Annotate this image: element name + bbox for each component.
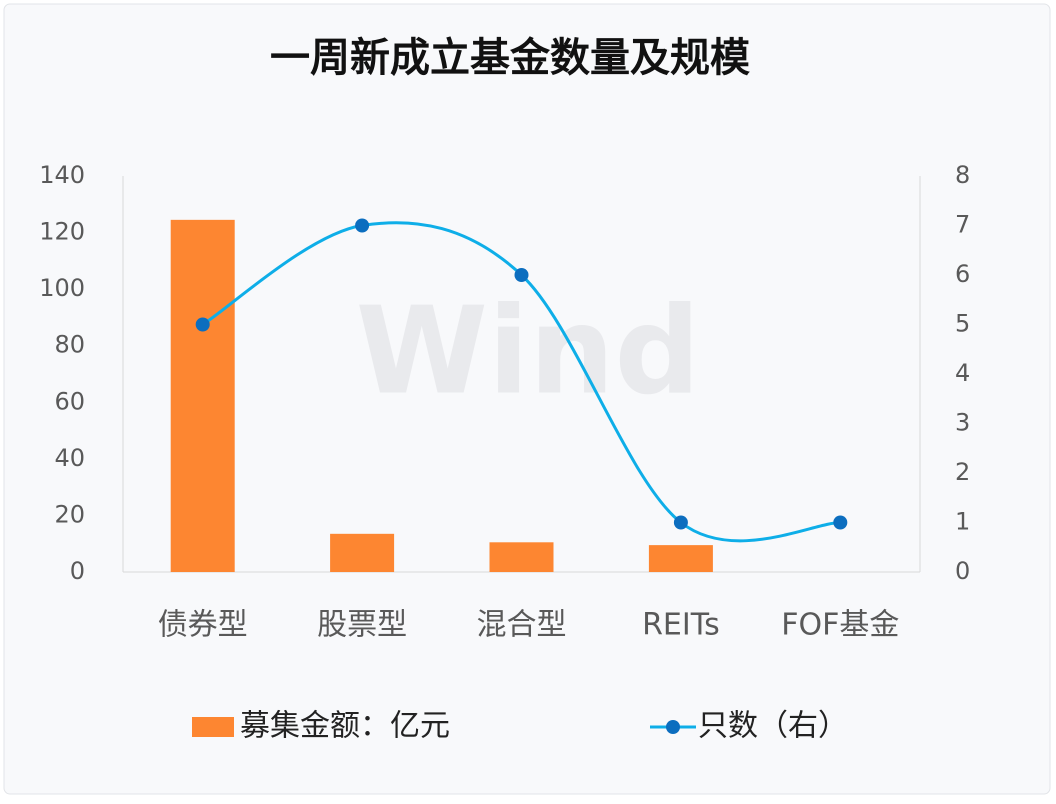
- bar: [330, 533, 395, 572]
- x-tick-label: REITs: [642, 608, 720, 643]
- legend-label: 募集金额：亿元: [240, 709, 450, 744]
- legend-swatch: [666, 720, 680, 734]
- x-tick-label: 股票型: [317, 608, 407, 643]
- y-tick-label: 20: [54, 500, 85, 528]
- y2-tick-label: 5: [955, 310, 970, 338]
- legend-label: 只数（右）: [698, 709, 848, 744]
- line: [201, 221, 841, 543]
- y-tick-label: 140: [39, 161, 85, 189]
- watermark: Wind: [356, 283, 701, 422]
- y2-tick-label: 8: [955, 161, 970, 189]
- y-tick-label: 100: [39, 274, 85, 302]
- chart-background: [3, 3, 1051, 795]
- y2-tick-label: 4: [955, 359, 970, 387]
- y-tick-label: 60: [54, 387, 85, 415]
- line-marker: [514, 268, 529, 282]
- chart-title: 一周新成立基金数量及规模: [270, 35, 750, 81]
- x-tick-label: 混合型: [477, 608, 567, 643]
- line-marker: [673, 515, 688, 530]
- x-tick-label: 债券型: [158, 608, 248, 643]
- y2-tick-label: 0: [955, 557, 970, 585]
- y-tick-label: 120: [39, 218, 85, 246]
- x-tick-label: FOF基金: [781, 608, 899, 643]
- y2-tick-label: 1: [955, 508, 970, 536]
- bar: [489, 542, 554, 572]
- bar: [648, 545, 713, 572]
- y2-tick-label: 3: [955, 409, 970, 437]
- bar: [170, 219, 235, 573]
- line-marker: [355, 218, 370, 233]
- y2-tick-label: 7: [955, 211, 970, 239]
- y-tick-label: 80: [54, 331, 85, 359]
- y-tick-label: 0: [70, 557, 85, 585]
- y-tick-label: 40: [54, 444, 85, 472]
- y2-tick-label: 6: [955, 260, 970, 288]
- y2-tick-label: 2: [955, 458, 970, 486]
- legend-swatch: [192, 717, 234, 737]
- line-marker: [833, 515, 848, 530]
- line-marker: [195, 317, 210, 332]
